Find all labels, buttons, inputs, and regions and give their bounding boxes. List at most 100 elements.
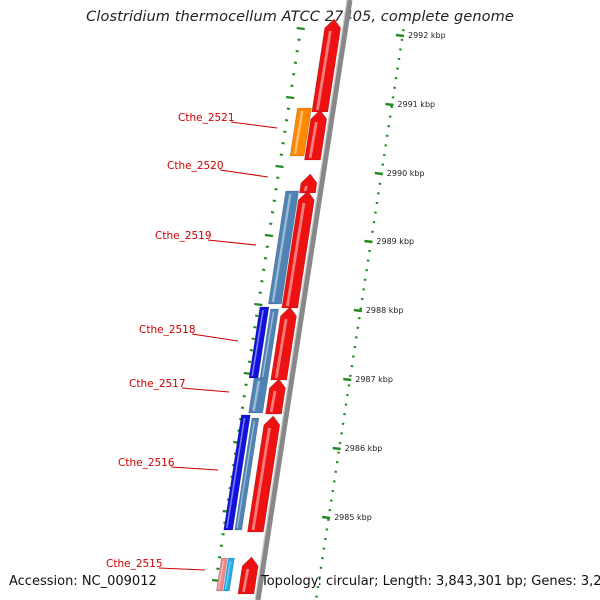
inner-tick [258, 291, 262, 294]
gene-label: Cthe_2520 [167, 160, 224, 172]
kbp-label: 2986 kbp [345, 444, 383, 453]
reverse-cds-8-gloss [217, 560, 225, 590]
reverse-cds-4 [259, 308, 279, 380]
forward-cds-8-gloss [242, 568, 250, 593]
reverse-cds-7 [234, 417, 260, 531]
inner-tick [260, 280, 264, 283]
gene-label: Cthe_2516 [118, 457, 175, 469]
gene-label: Cthe_2521 [178, 112, 235, 124]
inner-tick [279, 153, 283, 156]
kbp-major-tick [364, 239, 373, 244]
gene-label: Cthe_2518 [139, 324, 196, 336]
gene-leader-line [191, 333, 239, 342]
forward-cds-3 [299, 173, 318, 194]
inner-tick [217, 556, 222, 559]
inner-tick [251, 337, 255, 340]
kbp-major-tick [343, 377, 352, 382]
reverse-cds-2 [268, 190, 300, 305]
inner-tick [284, 119, 289, 122]
reverse-strand-cds-track [216, 107, 312, 592]
inner-tick [291, 73, 296, 76]
kbp-label: 2989 kbp [376, 237, 414, 246]
inner-tick [247, 360, 252, 363]
inner-tick [269, 222, 273, 225]
outer-ruler-track [315, 29, 405, 598]
inner-tick [240, 406, 245, 409]
forward-cds-6-gloss [269, 390, 277, 413]
inner-tick [264, 233, 274, 238]
inner-tick [216, 567, 220, 570]
kbp-label: 2988 kbp [366, 306, 404, 315]
forward-cds-5 [270, 306, 297, 381]
map-title: Clostridium thermocellum ATCC 27405, com… [86, 9, 514, 25]
forward-cds-2 [304, 109, 328, 161]
kbp-label: 2987 kbp [355, 375, 393, 384]
forward-cds-1-gloss [316, 30, 332, 111]
kbp-major-tick [395, 33, 405, 38]
reverse-cds-1 [289, 107, 312, 157]
gene-label: Cthe_2515 [106, 558, 163, 570]
inner-tick [249, 349, 253, 352]
inner-tick [221, 533, 225, 536]
gene-leader-line [207, 239, 257, 246]
inner-tick [286, 107, 291, 110]
genome-backbone [254, 0, 353, 600]
inner-tick [253, 326, 257, 329]
reverse-cds-9-gloss [224, 560, 232, 590]
backbone-highlight [254, 0, 348, 600]
reverse-cds-4-gloss [261, 311, 275, 378]
forward-cds-5-gloss [274, 318, 288, 379]
reverse-cds-5-gloss [252, 380, 261, 412]
reverse-cds-9 [223, 557, 235, 592]
backbone-line [255, 0, 353, 600]
forward-cds-8 [237, 556, 259, 595]
reverse-cds-6 [223, 414, 251, 531]
reverse-cds-2-gloss [271, 193, 292, 303]
reverse-cds-3-gloss [251, 309, 264, 377]
inner-tick [242, 395, 246, 398]
inner-tick [297, 38, 301, 41]
gene-label: Cthe_2517 [129, 378, 186, 390]
inner-tick [254, 314, 259, 317]
inner-tick [295, 50, 299, 53]
gene-label: Cthe_2519 [155, 230, 212, 242]
inner-tick [276, 176, 280, 179]
reverse-cds-1-gloss [293, 110, 304, 155]
inner-tick [285, 95, 295, 100]
reverse-cds-8 [216, 557, 228, 592]
forward-cds-3-gloss [303, 185, 308, 192]
kbp-major-tick [353, 308, 362, 313]
accession-text: Accession: NC_009012 [9, 574, 157, 589]
inner-tick [265, 245, 269, 248]
kbp-label: 2992 kbp [408, 31, 446, 40]
inner-tick [275, 164, 284, 169]
inner-tick [274, 188, 278, 191]
inner-tick [219, 544, 224, 547]
forward-strand-cds-track [237, 18, 342, 595]
gene-leader-line [230, 121, 278, 129]
inner-tick [283, 130, 287, 133]
gene-leader-line [219, 169, 269, 178]
topology-text: Topology: circular; Length: 3,843,301 bp… [261, 574, 600, 589]
inner-tick [290, 84, 294, 87]
gene-label-leaders: Cthe_2521 Cthe_2520 Cthe_2519 Cthe_2518 Cthe… [106, 112, 278, 571]
reverse-cds-5 [248, 377, 269, 414]
inner-tick [296, 26, 305, 31]
kbp-major-tick [374, 171, 383, 176]
kbp-major-tick [385, 102, 394, 107]
inner-tick [262, 268, 266, 271]
kbp-labels: 2992 kbp 2991 kbp 2990 kbp 2989 kbp 2988 kbp… [321, 31, 446, 522]
kbp-major-tick [332, 446, 341, 451]
kbp-label: 2990 kbp [387, 169, 425, 178]
forward-cds-6 [265, 378, 286, 415]
forward-cds-7 [247, 415, 281, 533]
inner-tick [270, 211, 275, 214]
forward-cds-4-gloss [285, 202, 306, 307]
reverse-cds-6-gloss [226, 417, 246, 529]
inner-tick [254, 302, 263, 307]
inner-tick [244, 383, 248, 386]
forward-cds-4 [281, 190, 315, 309]
forward-cds-2-gloss [308, 121, 318, 159]
reverse-cds-7-gloss [236, 420, 255, 529]
